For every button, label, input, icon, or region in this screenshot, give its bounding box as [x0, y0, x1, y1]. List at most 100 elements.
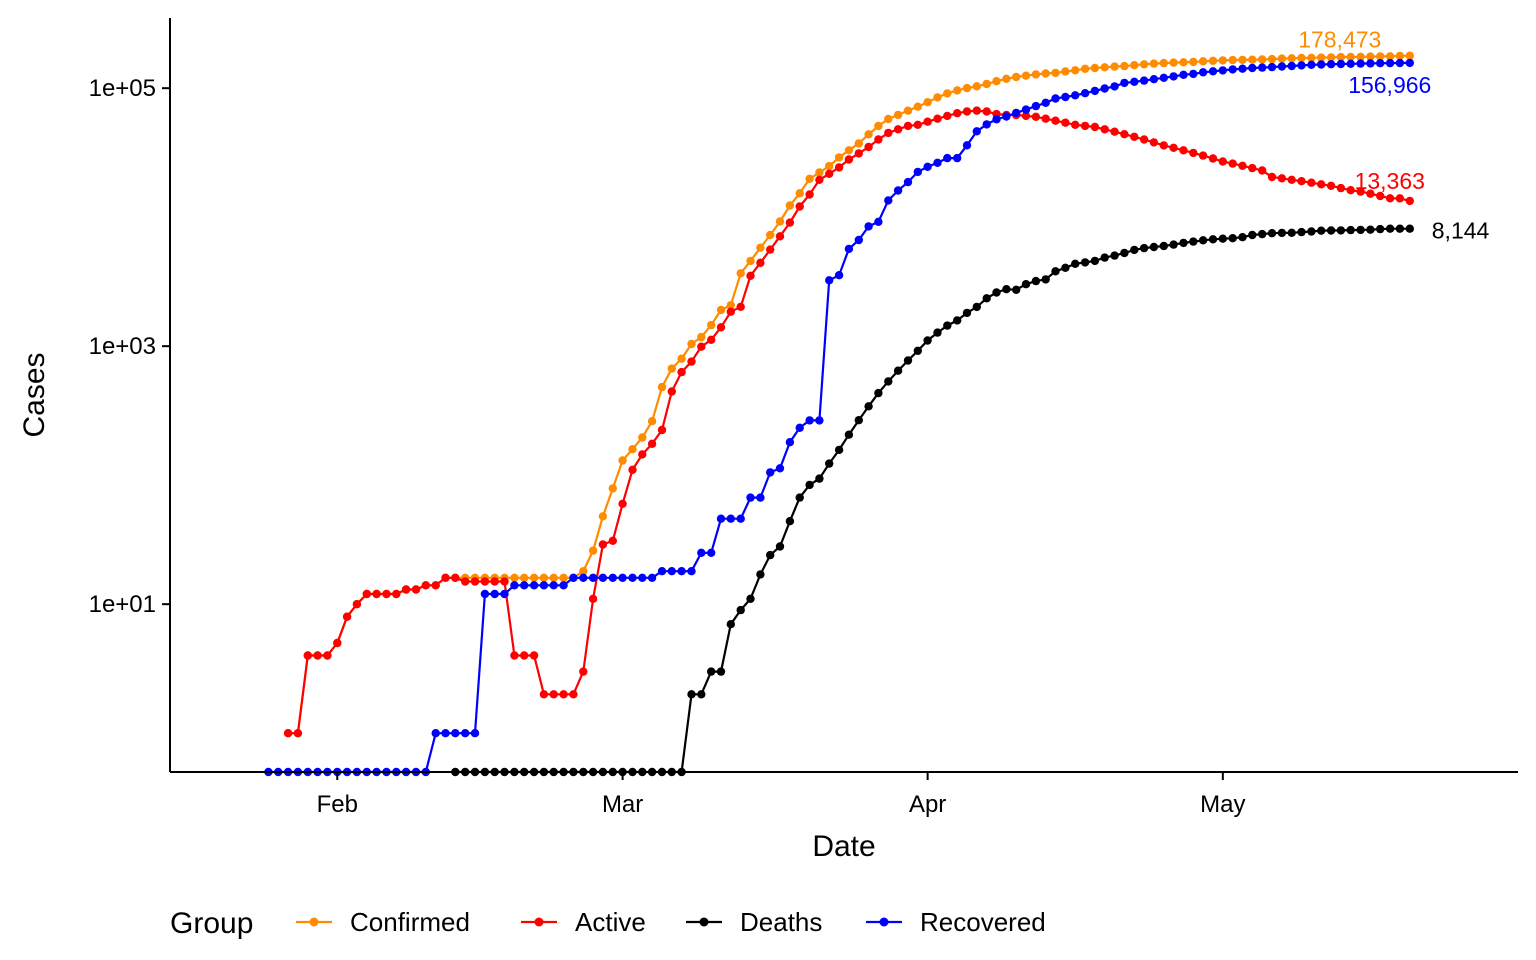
data-point — [1080, 64, 1090, 74]
data-point — [854, 139, 863, 148]
data-point — [1385, 52, 1395, 61]
data-point — [1385, 194, 1395, 203]
data-point — [736, 605, 745, 615]
data-point — [834, 163, 844, 172]
data-point — [1287, 228, 1296, 237]
data-point — [746, 256, 755, 266]
data-point — [638, 433, 647, 442]
data-point — [1149, 242, 1159, 252]
legend-label: Deaths — [740, 907, 822, 937]
data-point — [1385, 224, 1395, 233]
data-point — [884, 128, 893, 138]
data-point — [1356, 187, 1365, 196]
data-point — [1218, 66, 1228, 75]
data-point — [313, 651, 322, 660]
data-point — [1208, 235, 1218, 244]
legend-key-dot — [699, 917, 709, 927]
data-point — [756, 570, 765, 579]
data-point — [923, 117, 932, 126]
data-point — [864, 142, 873, 152]
data-point — [461, 577, 470, 586]
data-point — [982, 79, 991, 89]
data-point — [628, 573, 637, 582]
data-point — [520, 573, 529, 582]
data-point — [1267, 54, 1277, 64]
data-point — [549, 573, 558, 582]
data-point — [1376, 59, 1385, 68]
data-point — [815, 474, 824, 483]
data-point — [647, 417, 657, 426]
data-point — [884, 114, 893, 124]
data-point — [913, 120, 922, 129]
data-point — [1287, 61, 1296, 71]
data-point — [480, 589, 490, 599]
data-point — [1159, 141, 1169, 150]
data-point — [1198, 151, 1208, 160]
data-point — [746, 594, 755, 603]
data-point — [608, 484, 617, 493]
data-point — [431, 729, 440, 738]
legend-label: Confirmed — [350, 907, 470, 937]
data-point — [618, 573, 627, 582]
data-point — [697, 332, 706, 342]
data-point — [697, 342, 706, 351]
data-point — [1021, 280, 1031, 289]
data-point — [805, 174, 814, 183]
data-point — [893, 366, 903, 375]
data-point — [746, 493, 755, 502]
data-point — [490, 577, 499, 586]
data-point — [1100, 84, 1109, 93]
data-point — [766, 230, 775, 240]
data-point — [431, 581, 440, 590]
data-point — [588, 594, 598, 603]
data-point — [1012, 108, 1021, 118]
data-point — [1130, 245, 1139, 255]
x-tick-label: Mar — [602, 791, 643, 818]
data-point — [598, 573, 608, 582]
data-point — [1297, 177, 1306, 186]
data-point — [1169, 143, 1178, 152]
data-point — [510, 581, 519, 590]
data-point — [1041, 98, 1050, 108]
end-label-confirmed: 178,473 — [1298, 27, 1381, 53]
data-point — [1149, 75, 1159, 84]
y-axis-ticks: 1e+01 1e+03 1e+05 — [89, 75, 170, 618]
data-point — [716, 514, 726, 523]
data-point — [785, 201, 795, 210]
data-point — [1228, 234, 1237, 243]
plot-area: 178,473 13,363 8,144 156,966 — [264, 27, 1490, 777]
data-point — [579, 567, 588, 576]
data-point — [1139, 60, 1149, 69]
data-point — [293, 729, 303, 738]
data-point — [1120, 78, 1129, 88]
data-point — [1366, 189, 1375, 198]
data-point — [775, 217, 785, 226]
data-point — [1267, 172, 1277, 182]
data-point — [529, 573, 539, 582]
data-point — [962, 308, 972, 318]
data-point — [766, 468, 775, 477]
data-point — [1041, 275, 1050, 284]
data-point — [362, 589, 371, 599]
end-label-active: 13,363 — [1355, 168, 1425, 194]
data-point — [1208, 67, 1218, 76]
data-point — [785, 218, 795, 227]
y-axis-title: Cases — [18, 352, 51, 437]
data-point — [775, 232, 785, 241]
data-point — [1208, 154, 1218, 163]
data-point — [1287, 54, 1296, 63]
data-point — [1326, 181, 1336, 190]
data-point — [844, 244, 854, 254]
data-point — [372, 589, 381, 599]
data-point — [1258, 63, 1267, 72]
data-point — [1307, 227, 1316, 236]
data-point — [962, 107, 972, 116]
data-point — [1090, 86, 1100, 96]
data-point — [903, 106, 913, 115]
data-point — [1336, 183, 1346, 193]
data-point — [1169, 72, 1178, 81]
data-point — [1277, 54, 1287, 63]
data-point — [549, 581, 558, 590]
end-label-recovered: 156,966 — [1348, 72, 1431, 98]
data-point — [1405, 58, 1415, 68]
